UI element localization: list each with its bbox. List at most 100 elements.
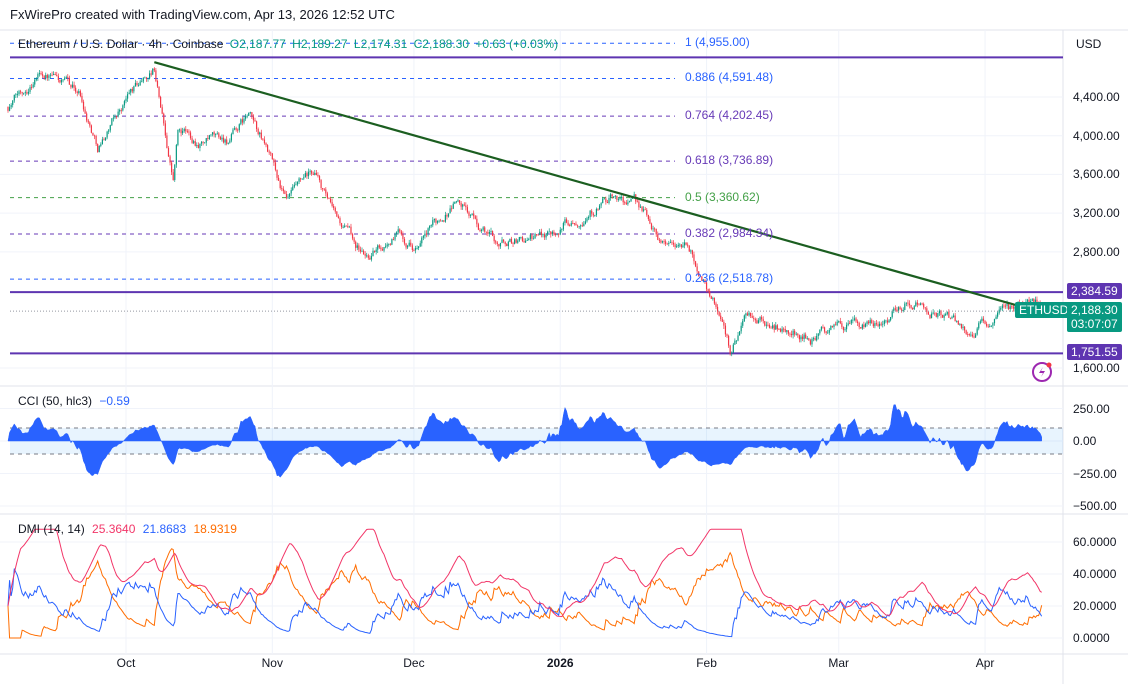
dmi-title[interactable]: DMI (14, 14) bbox=[18, 522, 85, 536]
candle-body bbox=[543, 234, 546, 238]
candle-body bbox=[24, 92, 26, 93]
candle-body bbox=[556, 233, 558, 235]
candle-body bbox=[364, 253, 366, 256]
candle-body bbox=[281, 188, 283, 189]
candle-body bbox=[249, 112, 251, 113]
candle-body bbox=[189, 132, 192, 139]
candle-body bbox=[23, 92, 25, 94]
candle-body bbox=[1003, 305, 1005, 307]
candle-body bbox=[759, 317, 761, 321]
fib-level-label: 0.5 (3,360.62) bbox=[685, 189, 760, 204]
candle-body bbox=[29, 87, 31, 92]
candle-body bbox=[1014, 306, 1016, 309]
candle-body bbox=[548, 231, 550, 233]
candle-body bbox=[246, 115, 248, 117]
candle-body bbox=[836, 321, 838, 326]
candle-body bbox=[545, 234, 547, 238]
candle-body bbox=[430, 225, 432, 227]
candle-body bbox=[882, 323, 884, 325]
candle-body bbox=[984, 320, 986, 324]
price-axis-label: 1,600.00 bbox=[1073, 361, 1120, 375]
candle-body bbox=[211, 132, 214, 135]
open-value: O2,187.77 bbox=[229, 37, 286, 51]
candle-body bbox=[362, 250, 365, 254]
candle-body bbox=[927, 312, 929, 315]
candle-body bbox=[559, 229, 561, 235]
candle-body bbox=[838, 321, 840, 323]
candle-body bbox=[451, 208, 453, 210]
candle-body bbox=[628, 201, 631, 203]
candle-body bbox=[304, 173, 306, 178]
candle-body bbox=[204, 142, 206, 144]
candle-body bbox=[551, 231, 553, 235]
candle-body bbox=[329, 198, 332, 203]
candle-body bbox=[237, 129, 239, 131]
candle-body bbox=[614, 195, 616, 197]
candle-body bbox=[956, 320, 958, 322]
candle-body bbox=[613, 196, 615, 198]
candle-body bbox=[671, 242, 673, 244]
candle-body bbox=[753, 317, 755, 320]
candle-body bbox=[786, 330, 788, 332]
candle-body bbox=[573, 223, 575, 225]
candle-body bbox=[388, 243, 390, 245]
candle-body bbox=[128, 92, 130, 95]
candle-body bbox=[18, 91, 20, 95]
candle-body bbox=[801, 336, 804, 340]
candle-body bbox=[111, 118, 113, 126]
candle-body bbox=[630, 198, 632, 202]
candle-body bbox=[408, 242, 410, 246]
candle-body bbox=[38, 73, 41, 75]
candle-body bbox=[716, 306, 719, 312]
candle-body bbox=[215, 133, 217, 135]
candle-body bbox=[800, 336, 802, 340]
candle-body bbox=[131, 88, 133, 92]
currency-label[interactable]: USD bbox=[1076, 37, 1102, 51]
candle-body bbox=[292, 186, 294, 191]
candle-body bbox=[767, 324, 769, 326]
candle-body bbox=[696, 266, 698, 272]
candle-body bbox=[133, 86, 135, 92]
candle-body bbox=[724, 325, 727, 335]
candle-body bbox=[230, 134, 233, 141]
candle-body bbox=[652, 228, 654, 230]
candle-body bbox=[473, 213, 475, 217]
candle-body bbox=[770, 327, 772, 329]
time-axis-label: Apr bbox=[975, 656, 995, 670]
price-axis-label: 4,400.00 bbox=[1073, 90, 1120, 104]
candle-body bbox=[188, 131, 190, 133]
candle-body bbox=[839, 321, 841, 324]
candle-body bbox=[948, 311, 950, 318]
last-price-tag: 2,188.30 03:07:07 bbox=[1067, 302, 1122, 333]
candle-body bbox=[468, 212, 470, 216]
dmi-adx-value: 25.3640 bbox=[92, 522, 136, 536]
candle-body bbox=[193, 141, 195, 143]
candle-body bbox=[1026, 299, 1029, 302]
candle-body bbox=[60, 79, 63, 83]
candle-body bbox=[902, 309, 904, 312]
candle-body bbox=[115, 116, 118, 118]
candle-body bbox=[160, 96, 162, 108]
candle-body bbox=[284, 191, 286, 195]
candle-body bbox=[921, 303, 923, 305]
candle-body bbox=[84, 109, 86, 114]
candle-body bbox=[37, 74, 39, 78]
cci-title[interactable]: CCI (50, hlc3) bbox=[18, 394, 93, 408]
icon-ring bbox=[1032, 362, 1052, 382]
candle-body bbox=[93, 135, 96, 137]
candle-body bbox=[506, 244, 508, 247]
candle-body bbox=[48, 75, 50, 78]
candle-body bbox=[367, 255, 369, 258]
candle-body bbox=[432, 220, 434, 226]
candle-body bbox=[377, 245, 379, 250]
dmi-axis-label: 60.0000 bbox=[1073, 535, 1117, 549]
candle-body bbox=[778, 329, 780, 330]
candle-body bbox=[608, 197, 610, 204]
candle-body bbox=[257, 128, 259, 135]
candle-body bbox=[797, 333, 799, 336]
candle-body bbox=[863, 324, 865, 327]
candle-body bbox=[301, 178, 303, 180]
candle-body bbox=[229, 140, 231, 143]
symbol-title[interactable]: Ethereum / U.S. Dollar · 4h · Coinbase bbox=[18, 37, 224, 51]
